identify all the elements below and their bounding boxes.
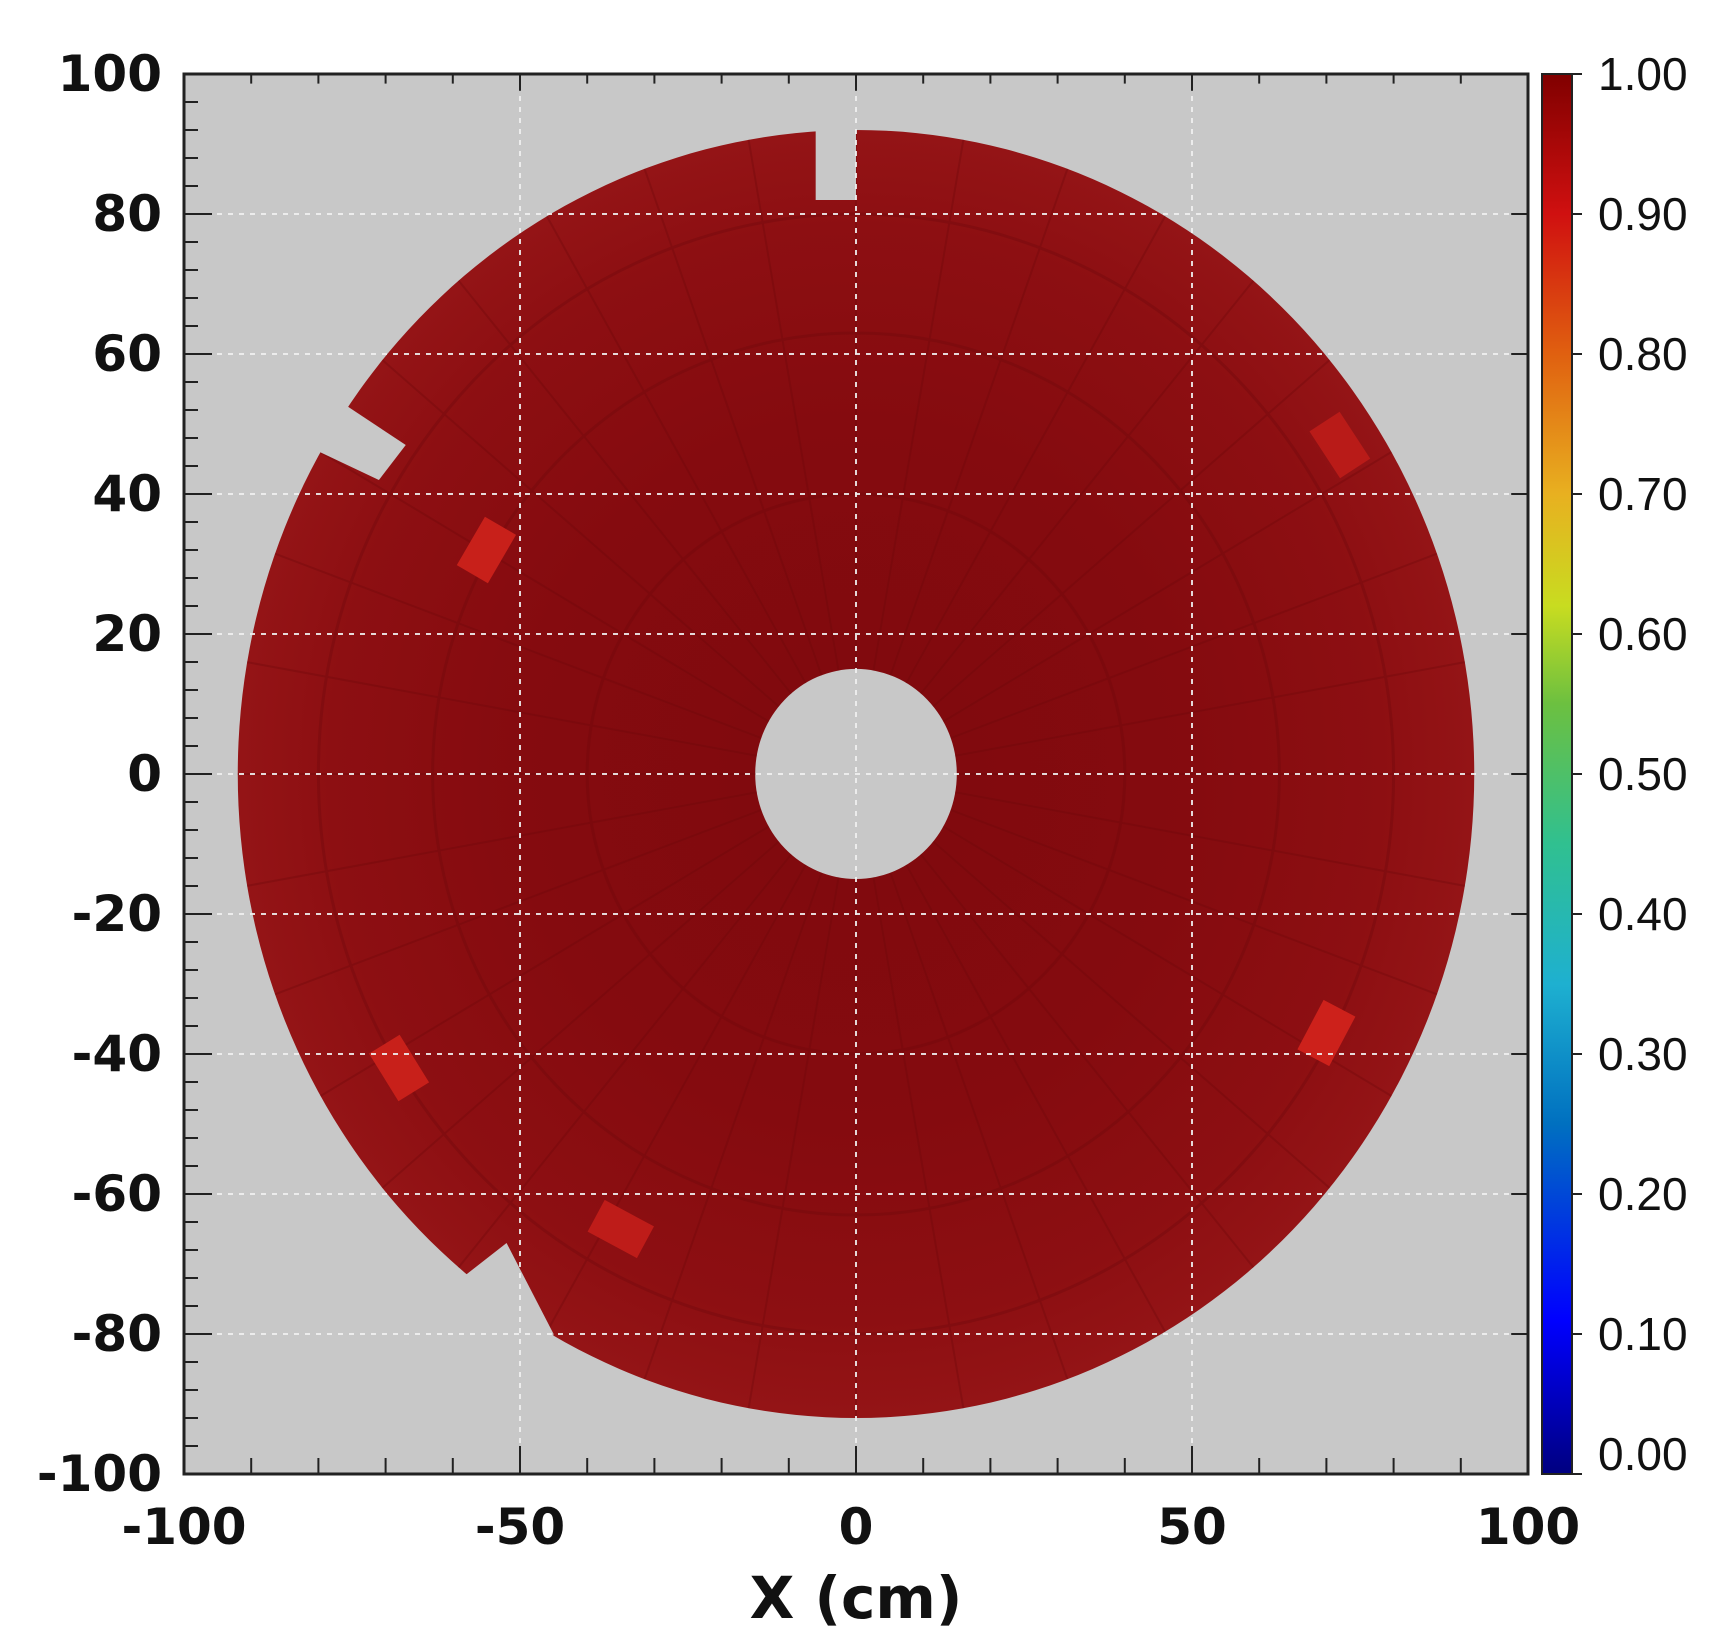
y-tick-label: -60 xyxy=(72,1165,162,1223)
sector-line xyxy=(747,877,840,1409)
sector-line xyxy=(932,359,1331,708)
sector-line xyxy=(950,808,1438,996)
sector-line xyxy=(942,451,1392,723)
y-tick-label: 100 xyxy=(58,45,162,103)
y-tick-label: -100 xyxy=(37,1445,162,1503)
notch-lower-left xyxy=(452,1243,554,1418)
sector-line xyxy=(381,840,780,1189)
colorbar-label: 0.10 xyxy=(1598,1308,1688,1360)
sector-line xyxy=(320,451,770,723)
x-tick-label: 100 xyxy=(1476,1498,1580,1556)
sector-line xyxy=(950,552,1438,740)
notch-left xyxy=(304,396,406,480)
sector-line xyxy=(246,661,757,757)
y-tick-label: -40 xyxy=(72,1025,162,1083)
sector-line xyxy=(932,840,1331,1189)
ring-line xyxy=(431,331,1281,1217)
sector-line xyxy=(457,853,792,1268)
colorbar-label: 0.70 xyxy=(1598,468,1688,520)
sector-line xyxy=(546,215,807,684)
x-axis-title: X (cm) xyxy=(750,1564,963,1632)
y-tick-label: 80 xyxy=(92,185,162,243)
hot-spot xyxy=(456,516,517,584)
colorbar xyxy=(1541,73,1573,1475)
sector-line xyxy=(872,139,965,671)
x-tick-labels: -100 -50 0 50 100 xyxy=(121,1498,1580,1556)
grid-layer xyxy=(184,74,1528,1474)
x-tick-label: -50 xyxy=(475,1498,565,1556)
colorbar-label: 0.80 xyxy=(1598,328,1688,380)
x-tick-label: 0 xyxy=(839,1498,874,1556)
y-tick-label: -20 xyxy=(72,885,162,943)
colorbar-label: 0.40 xyxy=(1598,888,1688,940)
notch-bottom xyxy=(546,1348,588,1439)
colorbar-label: 0.90 xyxy=(1598,188,1688,240)
sector-line xyxy=(246,791,757,887)
notch-top xyxy=(815,102,856,200)
colorbar-label: 0.20 xyxy=(1598,1168,1688,1220)
hot-spot xyxy=(369,1034,430,1102)
y-tick-labels: 100 80 60 40 20 0 -20 -40 -60 -80 -100 xyxy=(37,45,162,1503)
tick-layer xyxy=(183,73,1529,1475)
sector-line xyxy=(457,280,792,695)
sector-line xyxy=(274,552,762,740)
sector-line xyxy=(955,661,1466,757)
y-tick-label: 60 xyxy=(92,325,162,383)
sector-line xyxy=(889,168,1069,676)
colorbar-label: 0.50 xyxy=(1598,748,1688,800)
sector-line xyxy=(274,808,762,996)
sector-line xyxy=(920,853,1255,1268)
detector-disk xyxy=(237,130,1475,1419)
sector-line xyxy=(955,791,1466,887)
hot-spot xyxy=(1309,411,1371,479)
colorbar-label: 0.60 xyxy=(1598,608,1688,660)
y-tick-label: -80 xyxy=(72,1305,162,1363)
x-tick-label: 50 xyxy=(1157,1498,1227,1556)
sector-line xyxy=(643,872,823,1380)
sector-line xyxy=(546,864,807,1333)
sector-line xyxy=(747,139,840,671)
colorbar-labels: 1.00 0.90 0.80 0.70 0.60 0.50 0.40 0.30 0.20 0.10… xyxy=(1598,48,1688,1480)
colorbar-ticks xyxy=(1572,73,1582,1475)
colorbar-label: 1.00 xyxy=(1598,48,1688,100)
sector-line xyxy=(905,215,1166,684)
x-tick-label: -100 xyxy=(121,1498,246,1556)
colorbar-label: 0.30 xyxy=(1598,1028,1688,1080)
sector-line xyxy=(905,864,1166,1333)
y-tick-label: 0 xyxy=(127,745,162,803)
hot-spot xyxy=(587,1199,654,1259)
sector-line xyxy=(920,280,1255,695)
y-tick-label: 20 xyxy=(92,605,162,663)
sector-line xyxy=(889,872,1069,1380)
colorbar-label: 0.00 xyxy=(1598,1428,1688,1480)
sector-line xyxy=(381,359,780,708)
sector-line xyxy=(643,168,823,676)
y-tick-label: 40 xyxy=(92,465,162,523)
hot-spot xyxy=(1297,999,1356,1067)
sector-line xyxy=(872,877,965,1409)
